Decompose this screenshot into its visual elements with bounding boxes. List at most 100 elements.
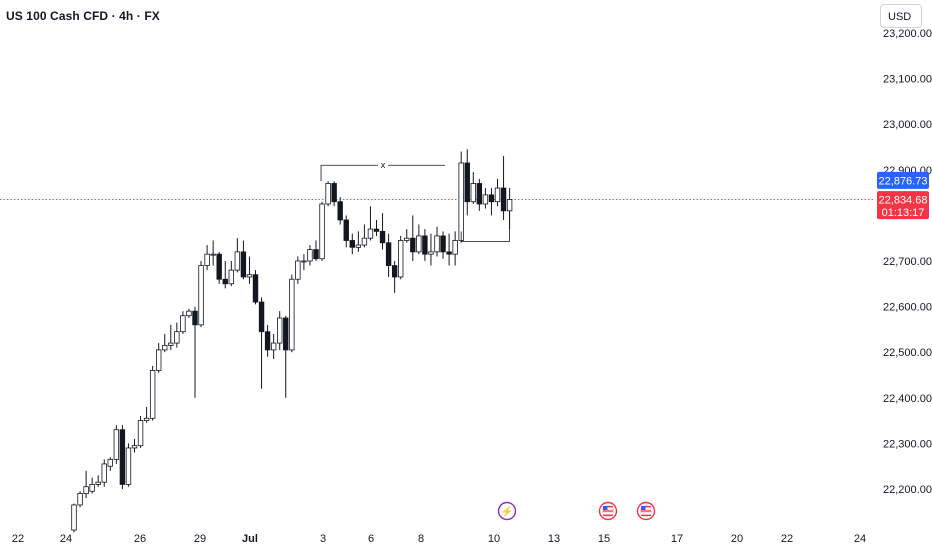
currency-selector[interactable]: USD (880, 4, 922, 28)
candle-body-up (458, 162, 464, 241)
candle-body-up (131, 445, 138, 449)
candle (252, 270, 259, 305)
time-tick-label: 20 (731, 533, 743, 545)
candle-body-down (440, 235, 446, 253)
candle (216, 251, 222, 284)
price-axis[interactable]: 23,200.0023,100.0023,000.0022,900.0022,7… (883, 28, 932, 496)
candle-body-down (331, 183, 337, 203)
candle (494, 178, 501, 207)
candle (428, 233, 434, 266)
candle-body-down (252, 274, 259, 303)
countdown-label: 01:13:17 (882, 207, 925, 219)
candle (476, 178, 483, 211)
candle-body-up (198, 265, 204, 326)
candle (307, 245, 313, 266)
candle-body-up (101, 463, 107, 483)
bracket-label: x (381, 160, 386, 170)
us-flag-event-icon[interactable] (636, 501, 656, 521)
candle (422, 229, 428, 261)
candle-body-up (168, 342, 174, 346)
candle-body-up (307, 249, 313, 262)
candle (446, 233, 452, 266)
candle-body-up (180, 315, 186, 333)
candle-body-up (228, 269, 234, 285)
candle-body-up (89, 484, 95, 492)
candle (349, 233, 355, 255)
price-tick-label: 23,100.00 (883, 74, 932, 86)
time-tick-label: 3 (320, 533, 326, 545)
price-tick-label: 22,500.00 (883, 347, 932, 359)
last-price-badge (877, 191, 929, 220)
candle (361, 224, 368, 248)
price-tick-label: 22,400.00 (883, 393, 932, 405)
candle (295, 256, 301, 284)
candle-body-up (404, 237, 410, 241)
candle (174, 322, 180, 348)
candle (301, 254, 307, 271)
candle-body-up (289, 278, 295, 351)
economic-events[interactable]: ⚡ (497, 501, 656, 521)
candle-body-down (258, 301, 265, 333)
chart-drawings[interactable]: x (320, 159, 511, 242)
candle-body-down (313, 249, 319, 260)
candle-body-up (204, 253, 210, 266)
candle (434, 226, 440, 257)
candle-body-down (192, 310, 198, 326)
candle-body-down (216, 253, 222, 280)
candle-body-down (343, 219, 349, 241)
candle (404, 229, 410, 243)
candle-body-up (174, 331, 180, 344)
candle (379, 213, 386, 250)
lightning-event-icon[interactable]: ⚡ (497, 501, 517, 521)
candle (500, 156, 507, 220)
time-tick-label: Jul (242, 533, 258, 545)
candle (470, 172, 476, 204)
bracket-drawing[interactable] (320, 164, 446, 182)
candle (101, 459, 107, 487)
time-axis[interactable]: 22 24 26 29 Jul 3 6 8 10 13 15 17 20 22 24 (12, 533, 866, 545)
candle (125, 443, 132, 487)
candle-body-up (482, 194, 489, 205)
candle-body-down (391, 265, 398, 278)
candle-body-down (222, 278, 228, 285)
candle (234, 238, 241, 273)
time-tick-label: 24 (60, 533, 72, 545)
candle-body-down (422, 235, 428, 255)
candle-body-up (494, 187, 501, 203)
candle (113, 425, 120, 464)
us-flag-event-icon[interactable] (598, 501, 618, 521)
price-tick-label: 23,000.00 (883, 119, 932, 131)
candle (313, 240, 319, 261)
candle-body-up (416, 235, 422, 253)
candle-body-up (506, 199, 513, 212)
candle-body-up (397, 240, 404, 278)
symbol-title[interactable]: US 100 Cash CFD · 4h · FX (6, 9, 160, 23)
candle (276, 311, 283, 350)
candle-body-up (295, 260, 301, 280)
time-tick-label: 26 (134, 533, 146, 545)
candle-body-up (143, 417, 150, 422)
candle (331, 181, 337, 207)
price-badge-label: 22,834.68 (879, 195, 928, 207)
price-tick-label: 22,300.00 (883, 438, 932, 450)
time-tick-label: 17 (671, 533, 683, 545)
range-drawing[interactable] (460, 210, 511, 242)
candle (246, 256, 253, 284)
price-tick-label: 23,200.00 (883, 28, 932, 40)
candle (464, 149, 470, 216)
candle (325, 181, 331, 207)
candle (410, 215, 416, 261)
time-tick-label: 24 (854, 533, 866, 545)
candle-body-up (83, 486, 89, 494)
bracket-label-bg (378, 159, 389, 172)
candle-body-down (379, 230, 386, 244)
candle-body-up (301, 260, 307, 263)
time-tick-label: 13 (548, 533, 560, 545)
candle (198, 261, 204, 328)
candle (391, 261, 398, 293)
candle-body-down (283, 317, 289, 351)
time-tick-label: 8 (418, 533, 424, 545)
candle (440, 231, 446, 259)
